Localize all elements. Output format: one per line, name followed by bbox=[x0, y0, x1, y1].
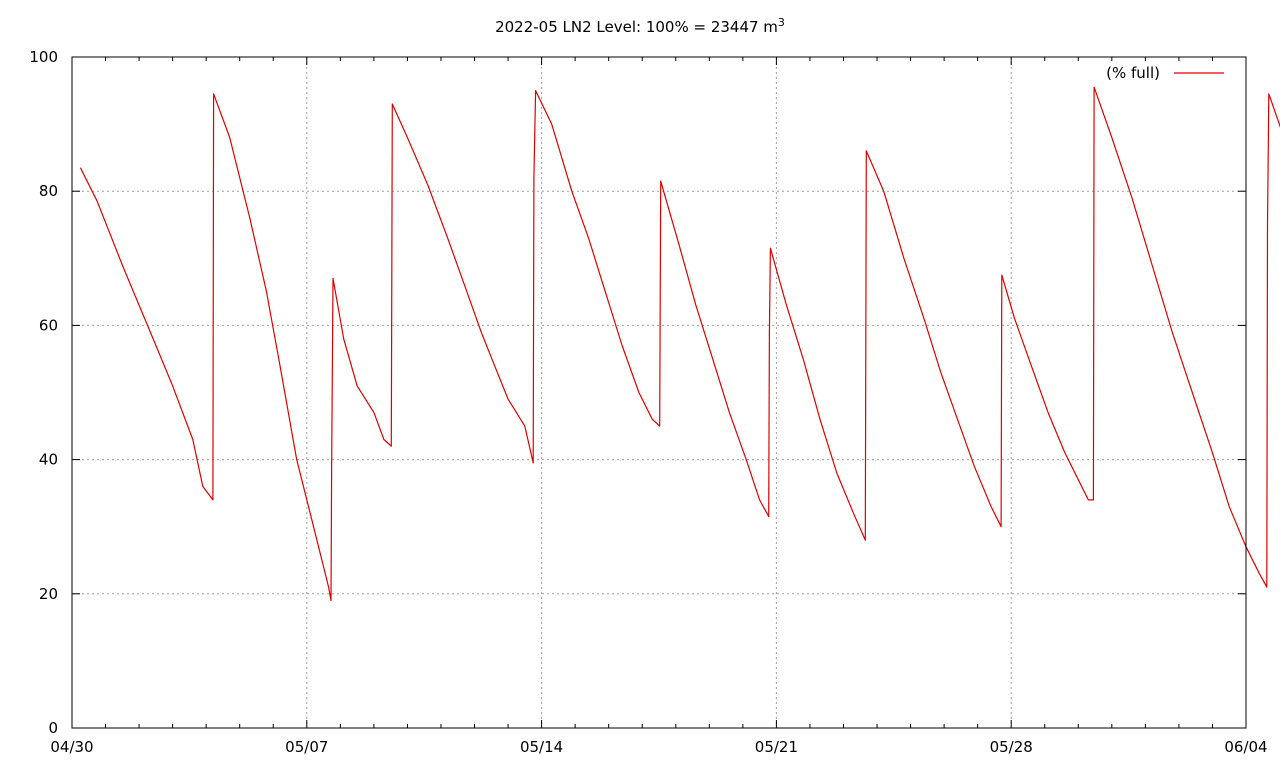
x-tick-label: 05/14 bbox=[520, 738, 563, 756]
y-tick-label: 40 bbox=[39, 451, 58, 469]
y-tick-label: 80 bbox=[39, 182, 58, 200]
x-tick-label: 05/28 bbox=[990, 738, 1033, 756]
x-tick-label: 04/30 bbox=[50, 738, 93, 756]
x-tick-label: 06/04 bbox=[1224, 738, 1267, 756]
y-tick-label: 60 bbox=[39, 316, 58, 334]
y-tick-label: 100 bbox=[29, 48, 58, 66]
series-line-0 bbox=[79, 86, 1280, 602]
axis-ticks bbox=[71, 56, 1247, 729]
plot-frame bbox=[71, 56, 1247, 729]
series-layer bbox=[79, 86, 1280, 602]
y-tick-label: 0 bbox=[48, 719, 58, 737]
chart-title: 2022-05 LN2 Level: 100% = 23447 m3 bbox=[495, 16, 785, 36]
legend: (% full) bbox=[1106, 64, 1224, 82]
chart-title-text: 2022-05 LN2 Level: 100% = 23447 m bbox=[495, 18, 778, 36]
grid-lines bbox=[72, 57, 1246, 728]
x-tick-label: 05/21 bbox=[755, 738, 798, 756]
chart-title-superscript: 3 bbox=[778, 16, 785, 29]
y-tick-label: 20 bbox=[39, 585, 58, 603]
tick-labels: 0 20 40 60 80 100 04/30 05/07 05/14 05/21 05/28 06/… bbox=[29, 48, 1267, 756]
legend-label: (% full) bbox=[1106, 64, 1160, 82]
x-tick-label: 05/07 bbox=[285, 738, 328, 756]
